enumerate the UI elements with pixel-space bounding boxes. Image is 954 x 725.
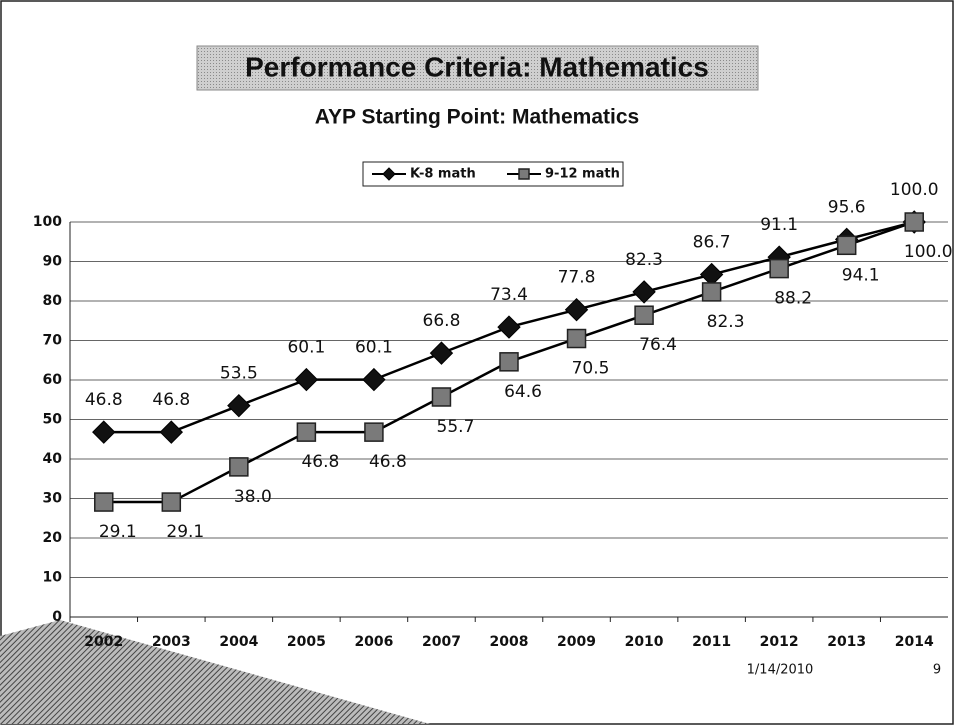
x-tick-label: 2007 [422, 634, 461, 650]
x-tick-label: 2010 [625, 634, 664, 650]
point [294, 367, 319, 392]
point [296, 422, 317, 442]
y-tick-label: 90 [43, 254, 63, 270]
point [229, 457, 249, 477]
x-tick-label: 2014 [895, 634, 934, 650]
point [362, 367, 386, 392]
point [227, 393, 251, 418]
point [429, 341, 454, 365]
point [566, 328, 587, 349]
y-tick-label: 40 [43, 451, 63, 467]
x-tick-label: 2008 [490, 634, 529, 650]
y-tick-label: 100 [33, 214, 62, 230]
point [701, 282, 722, 302]
legend-label: 9-12 math [545, 167, 620, 182]
footer-date: 1/14/2010 [747, 663, 814, 678]
legend-label: K-8 math [410, 167, 476, 182]
x-tick-label: 2006 [354, 634, 393, 650]
value-label: 46.8 [369, 452, 407, 472]
y-tick-label: 10 [43, 570, 63, 586]
value-label: 46.8 [152, 390, 190, 410]
point [632, 280, 656, 304]
value-label: 73.4 [490, 285, 528, 305]
value-label: 64.6 [504, 382, 542, 402]
chart-title: AYP Starting Point: Mathematics [315, 106, 639, 129]
y-tick-label: 30 [43, 491, 63, 507]
point [769, 258, 789, 279]
value-label: 100.0 [890, 180, 939, 200]
value-label: 88.2 [774, 289, 812, 309]
value-label: 66.8 [423, 311, 461, 331]
value-label: 76.4 [639, 335, 677, 355]
x-tick-label: 2013 [827, 634, 866, 650]
value-label: 53.5 [220, 364, 258, 384]
value-label: 38.0 [234, 487, 272, 507]
value-label: 70.5 [572, 359, 610, 379]
point [564, 297, 589, 322]
value-label: 91.1 [760, 215, 798, 235]
value-label: 55.7 [437, 417, 475, 437]
y-tick-label: 0 [52, 609, 62, 625]
point [499, 352, 519, 372]
value-label: 29.1 [99, 522, 137, 542]
y-tick-label: 20 [43, 530, 63, 546]
y-tick-label: 70 [43, 333, 63, 349]
x-tick-label: 2002 [84, 634, 123, 650]
value-label: 77.8 [558, 268, 596, 288]
value-label: 46.8 [301, 452, 339, 472]
x-tick-label: 2009 [557, 634, 596, 650]
value-label: 60.1 [355, 338, 393, 358]
value-label: 95.6 [828, 197, 866, 217]
value-label: 29.1 [166, 522, 204, 542]
point [431, 387, 452, 407]
title-banner [196, 45, 759, 91]
point [92, 420, 116, 444]
x-tick-label: 2012 [760, 634, 799, 650]
y-tick-label: 80 [43, 293, 63, 309]
value-label: 94.1 [842, 265, 880, 285]
x-tick-label: 2004 [219, 634, 258, 650]
corner-decoration [0, 620, 430, 724]
y-tick-label: 50 [43, 412, 63, 428]
value-label: 100.0 [904, 242, 953, 262]
legend [362, 161, 624, 187]
point [497, 315, 521, 339]
point [364, 422, 384, 442]
value-label: 86.7 [693, 233, 731, 253]
value-label: 82.3 [625, 250, 663, 270]
y-tick-label: 60 [43, 372, 63, 388]
value-label: 82.3 [707, 312, 745, 332]
value-label: 46.8 [85, 390, 123, 410]
page-number: 9 [933, 663, 941, 678]
point [836, 235, 857, 256]
point [94, 492, 114, 512]
point [518, 168, 530, 180]
point [904, 212, 924, 232]
x-tick-label: 2003 [152, 634, 191, 650]
x-tick-label: 2011 [692, 634, 731, 650]
point [382, 167, 396, 181]
value-label: 60.1 [287, 338, 325, 358]
slide-title: Performance Criteria: Mathematics [245, 51, 709, 82]
point [159, 420, 184, 444]
x-tick-label: 2005 [287, 634, 326, 650]
point [634, 305, 654, 325]
point [161, 492, 182, 512]
